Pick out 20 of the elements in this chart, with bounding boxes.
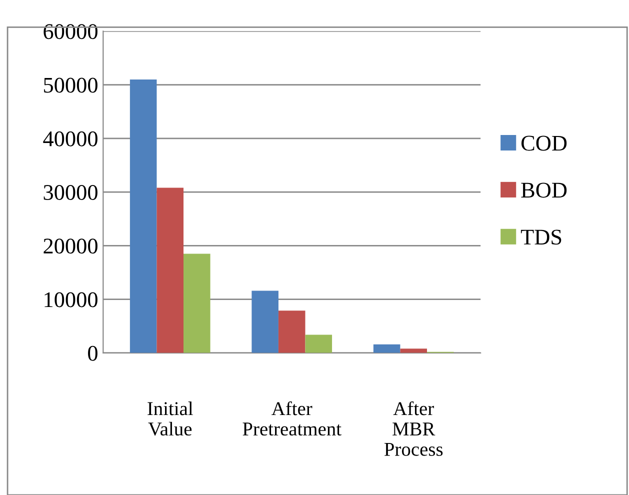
bar (130, 79, 157, 353)
legend-label: TDS (520, 230, 562, 245)
bar (400, 348, 427, 353)
bar (373, 344, 400, 353)
y-tick-label: 40000 (43, 131, 98, 146)
y-tick-label: 0 (88, 346, 98, 361)
bar (156, 188, 184, 353)
bar (305, 334, 332, 353)
y-tick-label: 10000 (44, 292, 98, 308)
legend-label: BOD (521, 182, 567, 198)
y-tick-label: 50000 (44, 78, 98, 93)
y-tick-label: 20000 (44, 238, 98, 254)
bar (184, 254, 210, 353)
y-tick-label: 30000 (44, 184, 98, 200)
x-tick-label: Initial Value (148, 402, 193, 436)
x-tick-label: After MBR Process (384, 401, 443, 456)
x-tick-label: After Pretreatment (242, 401, 342, 436)
legend-label: COD (521, 136, 567, 151)
bar (252, 290, 278, 353)
bar (278, 310, 306, 353)
